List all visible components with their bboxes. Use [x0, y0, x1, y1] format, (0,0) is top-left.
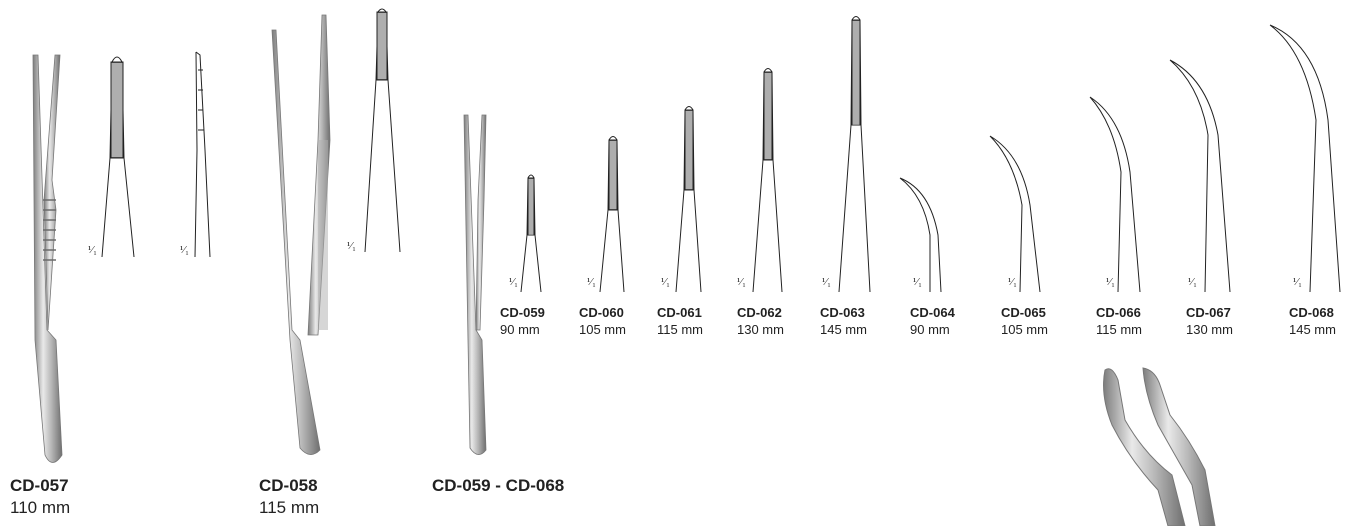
- tip-length: 105 mm: [579, 322, 626, 337]
- product-code: CD-058: [259, 476, 318, 495]
- tip-code: CD-063: [820, 305, 865, 320]
- tip-length: 145 mm: [820, 322, 867, 337]
- scale-mark: ¹⁄₁: [587, 276, 596, 288]
- tip-length: 115 mm: [657, 322, 703, 337]
- product-length: 115 mm: [259, 498, 320, 517]
- tip-length: 130 mm: [1186, 322, 1233, 337]
- scale-mark: ¹⁄₁: [1008, 276, 1017, 288]
- scale-mark: ¹⁄₁: [913, 276, 922, 288]
- tip-drawing-cd-066: [1089, 96, 1141, 293]
- tip-code: CD-060: [579, 305, 624, 320]
- tip-code: CD-059: [500, 305, 545, 320]
- tip-drawing-cd-059: [520, 174, 542, 293]
- forceps-cd-058-image: [271, 14, 331, 455]
- scale-mark: ¹⁄₁: [1188, 276, 1197, 288]
- scale-mark: ¹⁄₁: [1293, 276, 1302, 288]
- tip-code: CD-065: [1001, 305, 1046, 320]
- scale-mark: ¹⁄₁: [661, 276, 670, 288]
- product-code: CD-057: [10, 476, 69, 495]
- scale-mark: ¹⁄₁: [737, 276, 746, 288]
- tip-drawing-cd-060: [599, 136, 625, 293]
- tip-code: CD-068: [1289, 305, 1334, 320]
- tip-drawing-cd-068: [1269, 24, 1341, 293]
- scale-mark: ¹⁄₁: [1106, 276, 1115, 288]
- tip-drawing-cd-064: [899, 177, 942, 293]
- scale-mark: ¹⁄₁: [347, 240, 356, 252]
- tip-length: 130 mm: [737, 322, 784, 337]
- scale-mark: ¹⁄₁: [822, 276, 831, 288]
- tip-code: CD-066: [1096, 305, 1141, 320]
- cd-057-tip-front-drawing: [101, 56, 135, 258]
- product-length: 110 mm: [10, 498, 71, 517]
- tip-drawing-cd-063: [838, 16, 871, 293]
- tip-code: CD-062: [737, 305, 782, 320]
- tip-drawing-cd-065: [989, 135, 1041, 293]
- tip-length: 105 mm: [1001, 322, 1048, 337]
- scale-mark: ¹⁄₁: [180, 244, 189, 256]
- tip-drawing-cd-067: [1169, 59, 1231, 293]
- forceps-cd-057-image: [32, 54, 63, 463]
- cd-057-tip-side-drawing: [194, 51, 211, 258]
- tip-drawing-cd-062: [752, 68, 783, 293]
- tip-code: CD-061: [657, 305, 702, 320]
- tip-drawing-cd-061: [675, 106, 702, 293]
- tip-code: CD-064: [910, 305, 955, 320]
- scale-mark: ¹⁄₁: [509, 276, 518, 288]
- tip-length: 90 mm: [910, 322, 950, 337]
- scale-mark: ¹⁄₁: [88, 244, 97, 256]
- forceps-cd-059-068-image: [463, 114, 487, 455]
- tip-code: CD-067: [1186, 305, 1231, 320]
- tip-length: 90 mm: [500, 322, 540, 337]
- cd-058-tip-drawing: [364, 8, 401, 253]
- product-code: CD-059 - CD-068: [432, 476, 565, 495]
- curved-tip-closeup-image: [1103, 367, 1216, 526]
- tip-length: 115 mm: [1096, 322, 1142, 337]
- tip-length: 145 mm: [1289, 322, 1336, 337]
